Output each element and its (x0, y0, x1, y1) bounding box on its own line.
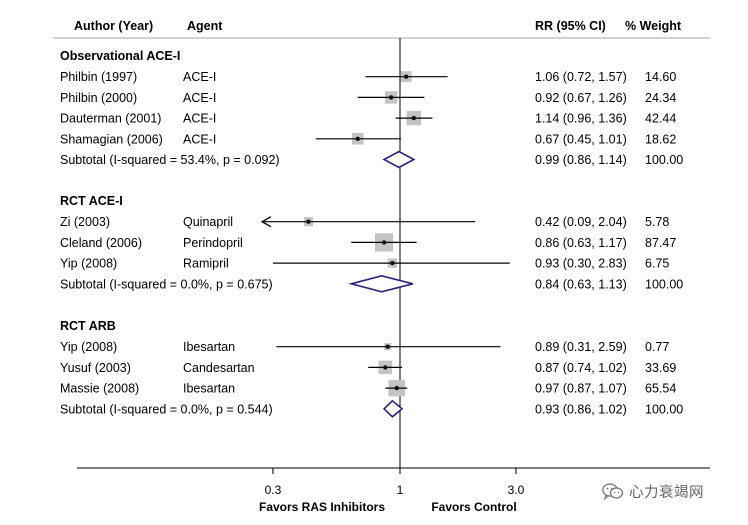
subtotal-diamond (348, 274, 414, 293)
study-weight: 5.78 (645, 215, 669, 229)
study-author: Yip (2008) (60, 257, 117, 271)
study-author: Philbin (1997) (60, 70, 137, 84)
x-ticks: 0.3 1 3.0 (265, 468, 525, 497)
study-author: Yusuf (2003) (60, 361, 131, 375)
study-agent: Ramipril (183, 257, 229, 271)
point-estimate (306, 219, 311, 224)
subtotal-weight: 100.00 (645, 277, 683, 291)
subtotal-weight: 100.00 (645, 153, 683, 167)
study-author: Zi (2003) (60, 215, 110, 229)
x-tick-label: 0.3 (265, 483, 282, 497)
study-author: Shamagian (2006) (60, 132, 163, 146)
point-estimate (390, 260, 395, 266)
study-author: Massie (2008) (60, 382, 139, 396)
header-weight: % Weight (625, 19, 682, 33)
group-title: RCT ARB (60, 319, 116, 333)
point-estimate (403, 74, 409, 79)
study-author: Yip (2008) (60, 340, 117, 354)
subtotal-ci: 0.93 (0.86, 1.02) (535, 402, 627, 416)
point-estimate (385, 344, 390, 349)
study-agent: Ibesartan (183, 382, 235, 396)
study-ci: 0.42 (0.09, 2.04) (535, 215, 627, 229)
study-agent: ACE-I (183, 112, 216, 126)
study-author: Cleland (2006) (60, 236, 142, 250)
study-weight: 33.69 (645, 361, 676, 375)
x-tick-label: 1 (397, 483, 404, 497)
study-weight: 14.60 (645, 70, 676, 84)
point-estimate (355, 136, 360, 141)
study-ci: 0.93 (0.30, 2.83) (535, 257, 627, 271)
subtotal-diamond (382, 399, 404, 418)
subtotal-diamond (382, 150, 416, 169)
study-ci: 0.86 (0.63, 1.17) (535, 236, 627, 250)
study-weight: 6.75 (645, 257, 669, 271)
group-title: Observational ACE-I (60, 49, 180, 63)
study-ci: 1.14 (0.96, 1.36) (535, 112, 627, 126)
point-estimate (381, 240, 387, 245)
x-tick-label: 3.0 (508, 483, 525, 497)
study-agent: ACE-I (183, 70, 216, 84)
study-ci: 0.97 (0.87, 1.07) (535, 382, 627, 396)
subtotal-ci: 0.84 (0.63, 1.13) (535, 277, 627, 291)
favors-right-label: Favors Control (431, 500, 516, 514)
group-title: RCT ACE-I (60, 194, 123, 208)
study-ci: 0.87 (0.74, 1.02) (535, 361, 627, 375)
study-weight: 24.34 (645, 91, 676, 105)
favors-left-label: Favors RAS Inhibitors (259, 500, 385, 514)
header-rr: RR (95% CI) (535, 19, 606, 33)
study-author: Dauterman (2001) (60, 112, 161, 126)
point-estimate (389, 95, 394, 100)
study-weight: 65.54 (645, 382, 676, 396)
subtotal-ci: 0.99 (0.86, 1.14) (535, 153, 627, 167)
study-weight: 18.62 (645, 132, 676, 146)
study-ci: 0.89 (0.31, 2.59) (535, 340, 627, 354)
watermark: 心力衰竭网 (602, 481, 704, 502)
ci-arrow (260, 216, 272, 228)
subtotal-label: Subtotal (I-squared = 0.0%, p = 0.544) (60, 402, 273, 416)
study-agent: ACE-I (183, 91, 216, 105)
study-weight: 42.44 (645, 112, 676, 126)
study-agent: Candesartan (183, 361, 255, 375)
study-author: Philbin (2000) (60, 91, 137, 105)
point-estimate (394, 385, 399, 391)
study-ci: 1.06 (0.72, 1.57) (535, 70, 627, 84)
study-agent: Quinapril (183, 215, 233, 229)
study-ci: 0.67 (0.45, 1.01) (535, 132, 627, 146)
study-agent: Perindopril (183, 236, 243, 250)
subtotal-label: Subtotal (I-squared = 0.0%, p = 0.675) (60, 277, 273, 291)
header-author: Author (Year) (74, 19, 153, 33)
subtotal-label: Subtotal (I-squared = 53.4%, p = 0.092) (60, 153, 280, 167)
wechat-icon (602, 483, 624, 501)
study-agent: ACE-I (183, 132, 216, 146)
study-weight: 87.47 (645, 236, 676, 250)
header-agent: Agent (187, 19, 223, 33)
study-weight: 0.77 (645, 340, 669, 354)
watermark-text: 心力衰竭网 (629, 485, 704, 501)
study-ci: 0.92 (0.67, 1.26) (535, 91, 627, 105)
study-agent: Ibesartan (183, 340, 235, 354)
subtotal-weight: 100.00 (645, 402, 683, 416)
point-estimate (411, 115, 417, 121)
forest-rows: Observational ACE-I Philbin (1997) ACE-I 1.… (60, 49, 683, 418)
point-estimate (383, 365, 388, 370)
